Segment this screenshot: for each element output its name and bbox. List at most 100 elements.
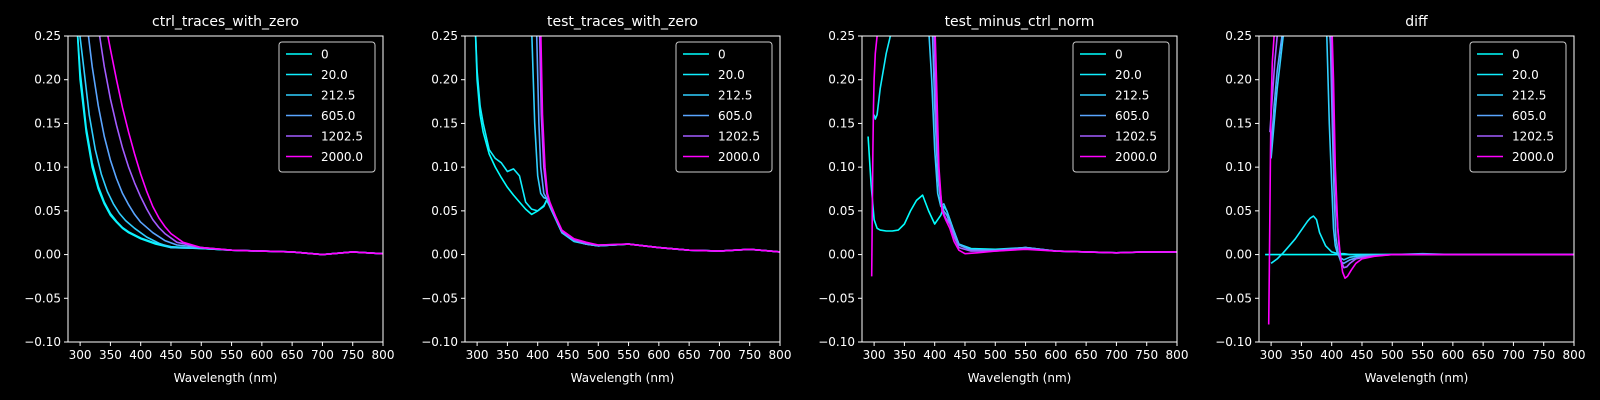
y-tick-label: 0.25	[828, 29, 855, 43]
y-tick-label: 0.05	[828, 204, 855, 218]
y-tick-label: −0.05	[24, 291, 61, 305]
y-tick-label: 0.10	[431, 160, 458, 174]
y-tick-label: −0.05	[1215, 291, 1252, 305]
x-tick-label: 300	[69, 348, 92, 362]
plot-area	[474, 36, 780, 253]
legend-label: 20.0	[321, 68, 348, 82]
y-tick-label: 0.00	[828, 248, 855, 262]
legend-label: 2000.0	[1512, 150, 1554, 164]
y-tick-label: 0.20	[1225, 73, 1252, 87]
x-tick-label: 800	[1563, 348, 1586, 362]
x-tick-label: 800	[769, 348, 792, 362]
x-tick-label: 800	[1166, 348, 1189, 362]
x-tick-label: 650	[1075, 348, 1098, 362]
legend-label: 0	[1115, 48, 1123, 62]
legend: 0 20.0 212.5 605.0 1202.5 2000.0	[1469, 41, 1567, 173]
legend-label: 1202.5	[321, 130, 363, 144]
x-tick-label: 500	[1381, 348, 1404, 362]
subplot-title: ctrl_traces_with_zero	[152, 14, 299, 30]
x-tick-label: 700	[1502, 348, 1525, 362]
x-axis-label: Wavelength (nm)	[174, 371, 278, 385]
x-tick-label: 700	[311, 348, 334, 362]
legend-label: 1202.5	[1512, 130, 1554, 144]
y-tick-label: 0.05	[1225, 204, 1252, 218]
legend-label: 1202.5	[718, 130, 760, 144]
x-tick-label: 450	[1351, 348, 1374, 362]
subplot-title: diff	[1405, 14, 1428, 30]
x-tick-label: 750	[738, 348, 761, 362]
legend-label: 20.0	[1512, 68, 1539, 82]
x-tick-label: 300	[1260, 348, 1283, 362]
y-tick-label: 0.15	[431, 116, 458, 130]
x-tick-label: 600	[250, 348, 273, 362]
x-axis-label: Wavelength (nm)	[571, 371, 675, 385]
x-tick-label: 550	[1014, 348, 1037, 362]
y-tick-label: −0.10	[421, 335, 458, 349]
y-tick-label: 0.25	[431, 29, 458, 43]
x-tick-label: 300	[863, 348, 886, 362]
y-tick-label: 0.20	[431, 73, 458, 87]
x-tick-label: 550	[1411, 348, 1434, 362]
subplot-1: ctrl_traces_with_zero 300 350 400 450 500 550 6…	[24, 14, 394, 385]
x-axis-label: Wavelength (nm)	[968, 371, 1072, 385]
series-line-5	[540, 36, 780, 253]
subplot-title: test_traces_with_zero	[547, 14, 698, 30]
x-tick-label: 700	[708, 348, 731, 362]
series-line-5	[1267, 36, 1574, 325]
legend: 0 20.0 212.5 605.0 1202.5 2000.0	[675, 41, 773, 173]
subplot-2: test_traces_with_zero 300 350 400 450 500 550 6…	[421, 14, 791, 385]
y-tick-label: 0.10	[828, 160, 855, 174]
legend-label: 1202.5	[1115, 130, 1157, 144]
y-tick-label: 0.00	[34, 248, 61, 262]
axes-frame	[1258, 35, 1575, 343]
plot-area	[76, 36, 383, 256]
y-tick-label: 0.10	[34, 160, 61, 174]
legend-label: 0	[321, 48, 329, 62]
y-tick-label: 0.20	[34, 73, 61, 87]
x-tick-label: 450	[557, 348, 580, 362]
y-tick-label: −0.10	[24, 335, 61, 349]
y-tick-label: 0.10	[1225, 160, 1252, 174]
x-tick-label: 400	[129, 348, 152, 362]
legend-label: 605.0	[1115, 109, 1149, 123]
y-tick-label: 0.20	[828, 73, 855, 87]
x-tick-label: 500	[190, 348, 213, 362]
axes-frame	[861, 35, 1178, 343]
y-tick-label: 0.00	[1225, 248, 1252, 262]
x-tick-label: 600	[1044, 348, 1067, 362]
x-tick-label: 350	[1290, 348, 1313, 362]
legend-label: 2000.0	[718, 150, 760, 164]
x-tick-label: 800	[372, 348, 395, 362]
x-tick-label: 350	[893, 348, 916, 362]
x-tick-label: 650	[678, 348, 701, 362]
x-tick-label: 650	[281, 348, 304, 362]
x-tick-label: 400	[1320, 348, 1343, 362]
x-tick-label: 550	[220, 348, 243, 362]
x-tick-label: 450	[160, 348, 183, 362]
y-tick-label: −0.05	[421, 291, 458, 305]
plot-area	[867, 36, 1177, 277]
legend-label: 20.0	[1115, 68, 1142, 82]
x-tick-label: 350	[496, 348, 519, 362]
series-line-1	[873, 36, 892, 120]
legend: 0 20.0 212.5 605.0 1202.5 2000.0	[1072, 41, 1170, 173]
x-tick-label: 400	[923, 348, 946, 362]
legend-label: 212.5	[718, 89, 752, 103]
legend-label: 2000.0	[1115, 150, 1157, 164]
plot-area	[1265, 36, 1574, 325]
y-tick-label: −0.10	[818, 335, 855, 349]
y-tick-label: 0.05	[34, 204, 61, 218]
series-line-5	[107, 36, 383, 256]
y-tick-label: 0.00	[431, 248, 458, 262]
x-tick-label: 350	[99, 348, 122, 362]
subplot-title: test_minus_ctrl_norm	[945, 14, 1095, 30]
x-tick-label: 700	[1105, 348, 1128, 362]
axes-frame	[67, 35, 384, 343]
y-tick-label: 0.05	[431, 204, 458, 218]
legend-label: 20.0	[718, 68, 745, 82]
legend-label: 605.0	[1512, 109, 1546, 123]
x-tick-label: 600	[647, 348, 670, 362]
x-tick-label: 750	[341, 348, 364, 362]
